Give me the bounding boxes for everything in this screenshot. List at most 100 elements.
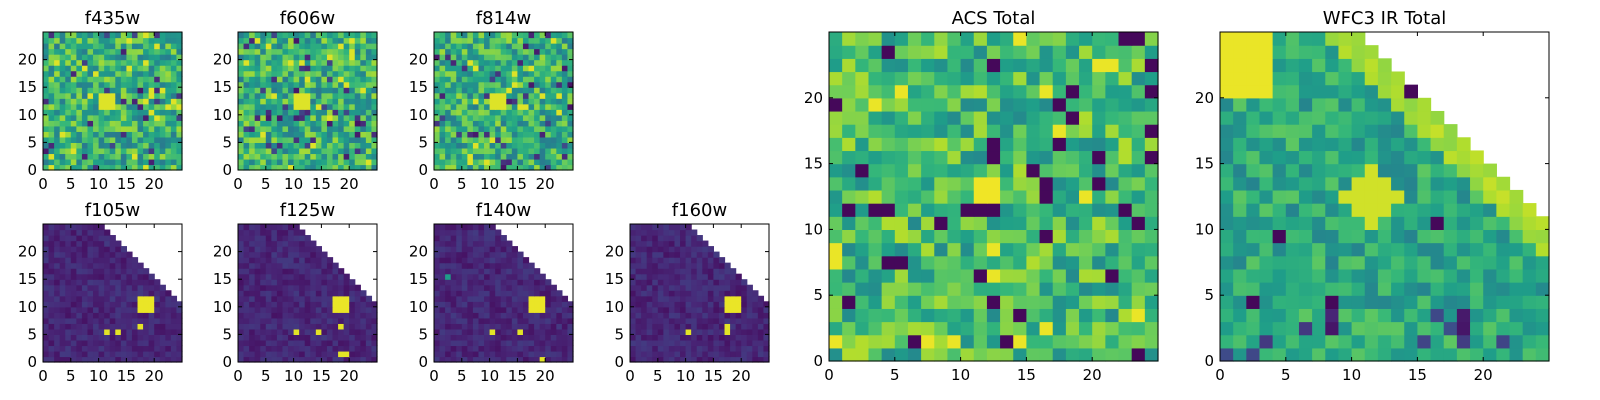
- heatmap-cell: [696, 301, 703, 308]
- heatmap-cell: [1105, 308, 1120, 323]
- heatmap-cell: [271, 158, 278, 166]
- heatmap-cell: [176, 334, 183, 341]
- heatmap-cell: [137, 158, 144, 166]
- heatmap-cell: [489, 98, 496, 105]
- heatmap-cell: [243, 32, 250, 39]
- heatmap-cell: [495, 54, 502, 61]
- heatmap-cell: [724, 301, 731, 308]
- heatmap-cell: [349, 87, 356, 94]
- heatmap-cell: [630, 312, 637, 319]
- heatmap-cell: [310, 290, 317, 297]
- heatmap-cell: [254, 136, 261, 143]
- heatmap-cell: [561, 70, 569, 77]
- heatmap-cell: [126, 120, 133, 127]
- heatmap-cell: [48, 339, 55, 347]
- heatmap-cell: [87, 295, 94, 302]
- heatmap-cell: [1144, 229, 1159, 244]
- heatmap-cell: [338, 70, 345, 77]
- heatmap-cell: [115, 240, 122, 247]
- heatmap-cell: [921, 163, 935, 178]
- heatmap-cell: [522, 306, 530, 313]
- heatmap-cell: [354, 87, 361, 94]
- heatmap-cell: [674, 284, 681, 291]
- heatmap-cell: [131, 59, 139, 66]
- heatmap-cell: [1131, 347, 1146, 362]
- heatmap-cell: [1052, 45, 1067, 59]
- heatmap-cell: [276, 81, 284, 88]
- heatmap-cell: [349, 43, 356, 50]
- heatmap-cell: [757, 334, 765, 341]
- heatmap-cell: [76, 350, 83, 358]
- heatmap-cell: [126, 142, 133, 149]
- heatmap-cell: [143, 98, 150, 105]
- heatmap-cell: [131, 147, 139, 155]
- heatmap-cell: [1039, 216, 1054, 230]
- heatmap-cell: [54, 92, 61, 99]
- heatmap-cell: [489, 37, 496, 44]
- heatmap-cell: [735, 323, 742, 330]
- heatmap-cell: [87, 76, 94, 83]
- heatmap-cell: [288, 350, 295, 358]
- heatmap-cell: [343, 98, 350, 105]
- heatmap-cell: [528, 350, 535, 358]
- heatmap-cell: [43, 37, 50, 44]
- heatmap-cell: [54, 142, 61, 149]
- heatmap-cell: [249, 59, 256, 66]
- heatmap-cell: [907, 97, 922, 112]
- heatmap-cell: [680, 350, 687, 358]
- heatmap-cell: [1105, 58, 1120, 73]
- heatmap-cell: [522, 81, 530, 88]
- heatmap-cell: [1144, 308, 1159, 323]
- heatmap-cell: [829, 334, 843, 349]
- heatmap-cell: [109, 284, 116, 291]
- heatmap-cell: [1013, 58, 1027, 73]
- heatmap-cell: [238, 92, 245, 99]
- heatmap-cell: [484, 109, 491, 116]
- heatmap-cell: [539, 153, 546, 160]
- heatmap-cell: [973, 176, 988, 191]
- heatmap-cell: [855, 110, 870, 125]
- heatmap-cell: [707, 334, 714, 341]
- heatmap-cell: [48, 54, 55, 61]
- heatmap-cell: [741, 306, 748, 313]
- heatmap-cell: [567, 109, 574, 116]
- heatmap-cell: [635, 356, 642, 363]
- heatmap-cell: [1285, 321, 1300, 336]
- heatmap-cell: [567, 153, 574, 160]
- heatmap-cell: [478, 339, 485, 347]
- heatmap-cell: [561, 109, 569, 116]
- heatmap-cell: [43, 339, 50, 347]
- heatmap-cell: [630, 235, 637, 242]
- heatmap-cell: [641, 235, 648, 242]
- heatmap-cell: [165, 317, 172, 324]
- heatmap-cell: [238, 81, 245, 88]
- heatmap-cell: [1272, 282, 1287, 296]
- heatmap-cell: [326, 268, 334, 275]
- heatmap-cell: [299, 87, 306, 94]
- heatmap-cell: [282, 334, 289, 341]
- heatmap-cell: [641, 301, 648, 308]
- heatmap-cell: [522, 301, 530, 308]
- heatmap-cell: [65, 240, 72, 247]
- heatmap-cell: [176, 345, 183, 352]
- heatmap-cell: [299, 268, 306, 275]
- heatmap-cell: [276, 312, 284, 319]
- heatmap-cell: [960, 347, 975, 362]
- heatmap-cell: [137, 153, 144, 160]
- heatmap-cell: [293, 290, 300, 297]
- heatmap-cell: [137, 323, 144, 330]
- heatmap-cell: [1000, 110, 1014, 125]
- heatmap-cell: [120, 76, 127, 83]
- heatmap-cell: [763, 312, 770, 319]
- heatmap-cell: [143, 48, 150, 55]
- heatmap-cell: [478, 114, 485, 121]
- heatmap-cell: [842, 110, 856, 125]
- heatmap-cell: [691, 273, 698, 280]
- heatmap-cell: [478, 81, 485, 88]
- heatmap-cell: [282, 54, 289, 61]
- heatmap-cell: [343, 125, 350, 132]
- heatmap-cell: [674, 235, 681, 242]
- heatmap-cell: [288, 317, 295, 324]
- heatmap-cell: [456, 345, 463, 352]
- heatmap-cell: [115, 70, 122, 77]
